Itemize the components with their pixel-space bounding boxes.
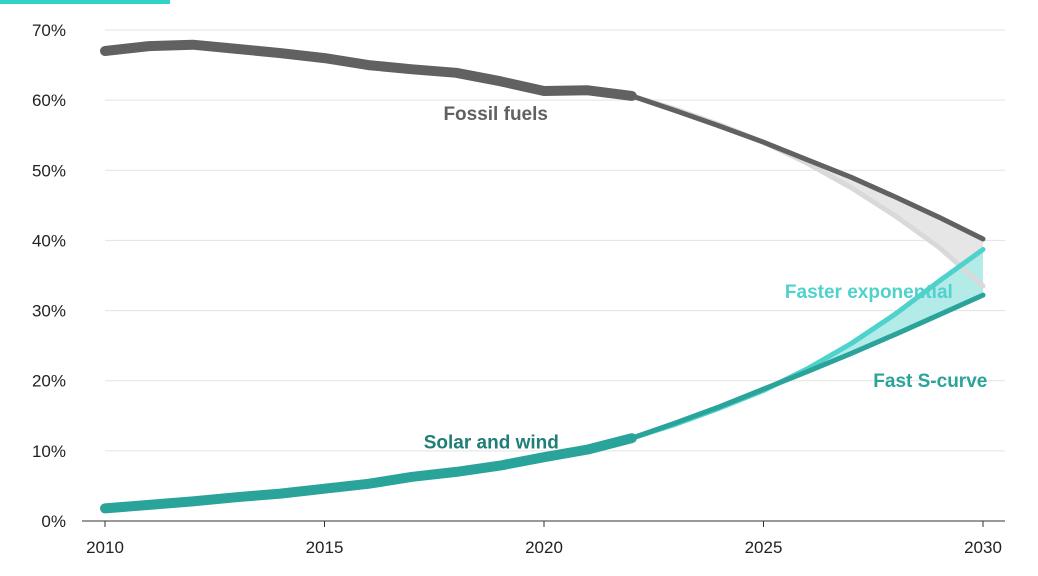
series-lines xyxy=(100,39,986,514)
accent-bar xyxy=(0,0,170,4)
axes: 0% 10% 20% 30% 40% 50% 60% 70% 2010 2015 2020 2025 2… xyxy=(32,21,1005,557)
y-tick-label: 30% xyxy=(32,302,66,321)
solar-scenario-band xyxy=(631,249,983,439)
y-tick-label: 40% xyxy=(32,231,66,250)
series-labels: Fossil fuels Solar and wind Faster exponen… xyxy=(424,104,988,454)
grid-lines xyxy=(105,29,1005,452)
solar-s-curve-line xyxy=(629,292,986,441)
x-tick-label: 2010 xyxy=(86,538,124,557)
y-tick-label: 60% xyxy=(32,91,66,110)
fossil-projection-line xyxy=(629,93,986,242)
solar-wind-label: Solar and wind xyxy=(424,433,559,454)
x-tick-label: 2020 xyxy=(525,538,563,557)
solar-exponential-line xyxy=(629,247,986,441)
x-tick-label: 2030 xyxy=(964,538,1002,557)
fossil-historical-line xyxy=(100,39,637,101)
y-tick-label: 70% xyxy=(32,21,66,40)
fast-s-curve-label: Fast S-curve xyxy=(873,371,987,392)
fossil-scenario-band xyxy=(631,95,983,287)
x-tick-label: 2015 xyxy=(306,538,344,557)
y-tick-label: 20% xyxy=(32,372,66,391)
y-tick-label: 0% xyxy=(41,512,66,531)
solar-historical-line xyxy=(100,433,637,514)
fossil-fuels-label: Fossil fuels xyxy=(443,104,548,125)
fossil-fast-decline-line xyxy=(629,93,986,289)
y-tick-label: 10% xyxy=(32,442,66,461)
y-tick-label: 50% xyxy=(32,161,66,180)
x-tick-label: 2025 xyxy=(745,538,783,557)
faster-exponential-label: Faster exponential xyxy=(785,282,953,303)
